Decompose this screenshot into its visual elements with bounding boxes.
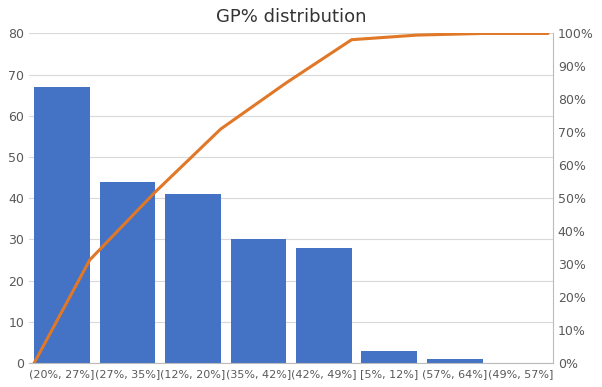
Bar — [361, 351, 417, 363]
Bar — [427, 359, 483, 363]
Bar — [165, 194, 221, 363]
Bar — [296, 248, 352, 363]
Bar — [99, 182, 155, 363]
Bar — [231, 240, 286, 363]
Bar — [34, 87, 90, 363]
Title: GP% distribution: GP% distribution — [216, 9, 366, 26]
